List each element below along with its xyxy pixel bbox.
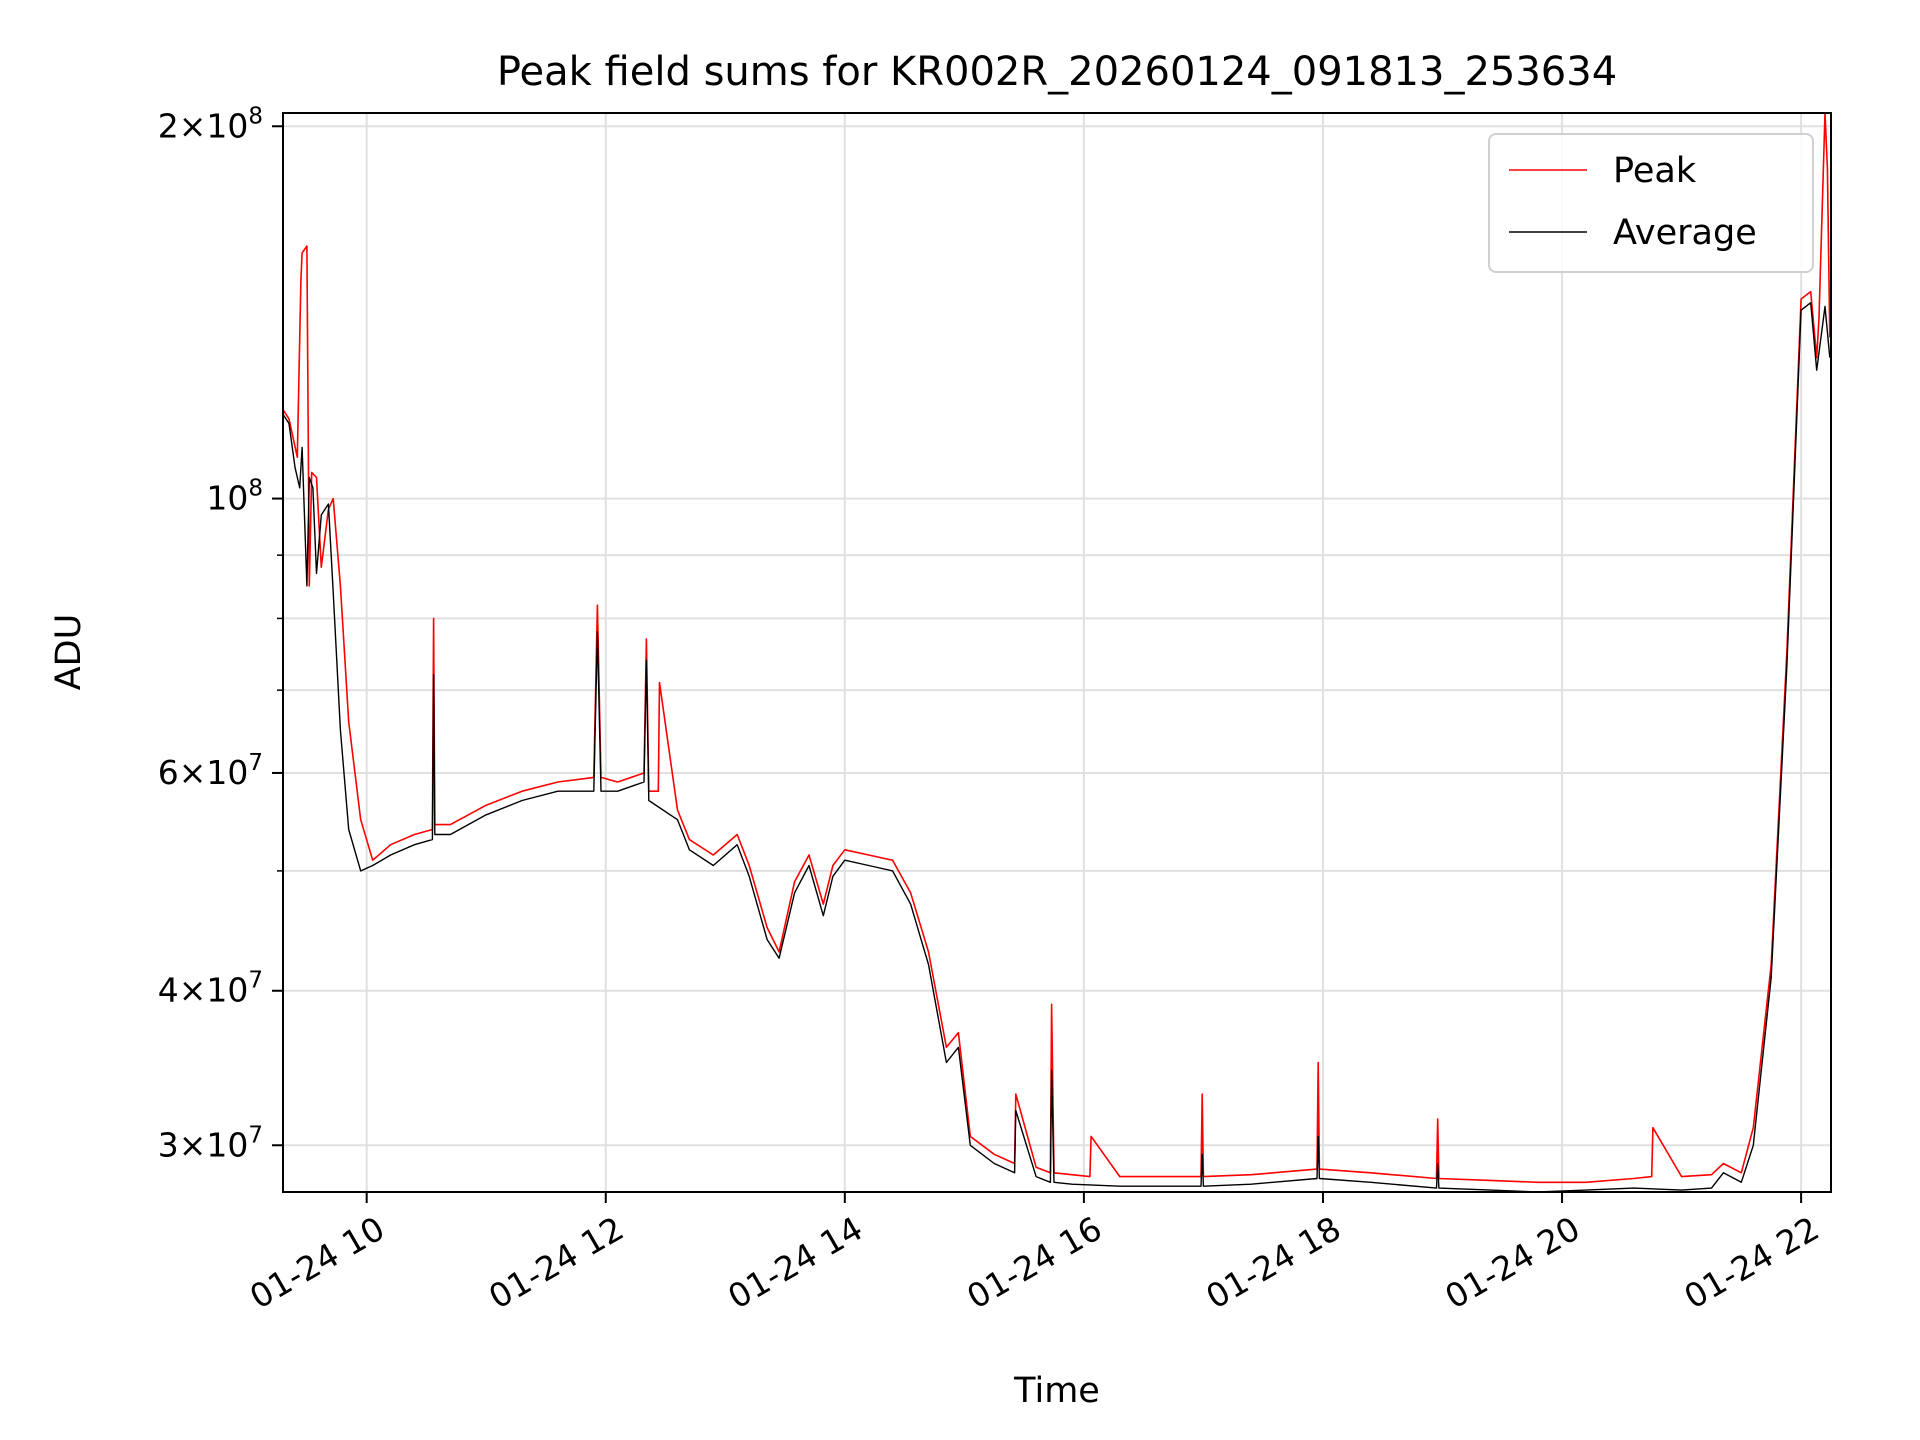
legend-label: Average xyxy=(1613,213,1757,253)
legend: Peak Average xyxy=(1488,133,1814,273)
y-tick-label: 108 xyxy=(206,476,263,518)
y-tick-label: 2×108 xyxy=(158,103,263,145)
y-tick-label: 3×107 xyxy=(158,1122,263,1164)
y-axis-title: ADU xyxy=(49,614,89,691)
series-line-peak xyxy=(283,113,1831,1184)
legend-label: Peak xyxy=(1613,151,1697,191)
chart-title: Peak field sums for KR002R_20260124_0918… xyxy=(497,49,1617,95)
legend-box xyxy=(1488,133,1814,273)
y-tick-label: 4×107 xyxy=(158,968,263,1010)
grid xyxy=(283,113,1831,1192)
plot-frame xyxy=(282,112,1832,1193)
x-axis-title: Time xyxy=(1013,1371,1100,1411)
y-tick-label: 6×107 xyxy=(158,750,263,792)
